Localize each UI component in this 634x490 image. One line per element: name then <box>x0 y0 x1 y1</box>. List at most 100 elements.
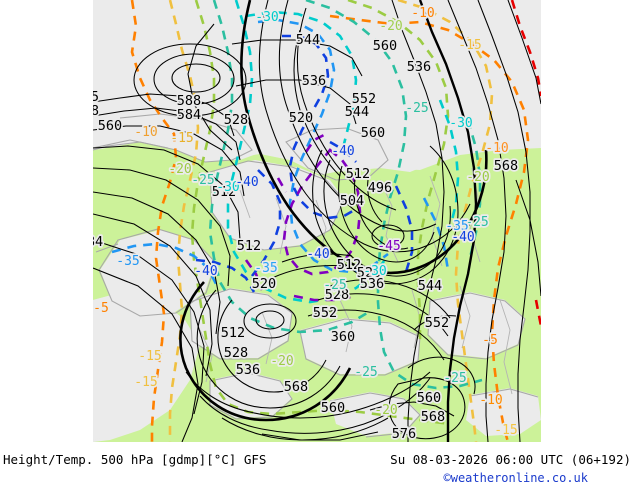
svg-text:360: 360 <box>331 329 355 345</box>
svg-text:-40: -40 <box>331 144 354 159</box>
svg-text:560: 560 <box>361 125 385 141</box>
svg-text:-20: -20 <box>374 403 397 418</box>
svg-text:528: 528 <box>325 287 349 303</box>
svg-text:-25: -25 <box>191 173 214 188</box>
svg-text:520: 520 <box>289 110 313 126</box>
svg-text:-25: -25 <box>465 215 488 230</box>
svg-text:512: 512 <box>337 257 361 273</box>
isotherm-label: -25-25 <box>353 363 380 381</box>
svg-text:536: 536 <box>302 73 326 89</box>
svg-text:-30: -30 <box>449 116 472 131</box>
map-viewport[interactable]: 588 588 584 584 560 560 5 5 8 8 84 84 544 544 560 560 53… <box>0 0 634 445</box>
isotherm-label: -30-30 <box>254 8 281 26</box>
svg-text:5: 5 <box>91 89 99 105</box>
svg-text:-40: -40 <box>451 230 474 245</box>
svg-text:-35: -35 <box>254 261 277 276</box>
svg-text:-20: -20 <box>374 403 397 418</box>
svg-text:-5: -5 <box>93 301 109 316</box>
svg-text:560: 560 <box>98 118 122 134</box>
footer-credit-link[interactable]: ©weatheronline.co.uk <box>443 471 589 485</box>
isotherm-minus35 <box>111 18 450 285</box>
isotherm-label: -15-15 <box>133 373 160 391</box>
isotherm-label: -20-20 <box>269 352 296 370</box>
svg-text:8: 8 <box>91 103 99 119</box>
svg-text:552: 552 <box>425 315 449 331</box>
svg-text:-20: -20 <box>466 170 489 185</box>
svg-text:-15: -15 <box>134 375 157 390</box>
svg-text:8: 8 <box>91 103 99 119</box>
svg-text:84: 84 <box>87 234 103 250</box>
contour-ring-high-inner <box>171 63 221 93</box>
height-contour-label: 55 <box>91 87 101 106</box>
svg-text:544: 544 <box>345 104 369 120</box>
isotherm-label: -20-20 <box>465 168 492 186</box>
svg-text:552: 552 <box>425 315 449 331</box>
svg-text:560: 560 <box>417 390 441 406</box>
isotherm-label: -5-5 <box>480 331 499 349</box>
isotherm-label: -40-40 <box>193 262 220 280</box>
isotherm-label: -15-15 <box>169 129 196 147</box>
svg-text:512: 512 <box>221 325 245 341</box>
svg-text:-45: -45 <box>377 239 400 254</box>
isotherm-minus5 <box>510 0 541 327</box>
svg-text:552: 552 <box>313 305 337 321</box>
svg-text:512: 512 <box>346 166 370 182</box>
svg-text:512: 512 <box>237 238 261 254</box>
svg-text:-40: -40 <box>451 230 474 245</box>
svg-text:-15: -15 <box>138 349 161 364</box>
svg-text:552: 552 <box>352 91 376 107</box>
svg-text:536: 536 <box>407 59 431 75</box>
svg-text:552: 552 <box>352 91 376 107</box>
svg-text:528: 528 <box>224 112 248 128</box>
isotherm-label: -25-25 <box>442 369 469 387</box>
svg-text:-25: -25 <box>405 101 428 116</box>
svg-text:560: 560 <box>373 38 397 54</box>
svg-text:-40: -40 <box>306 247 329 262</box>
svg-text:-25: -25 <box>443 371 466 386</box>
svg-text:-30: -30 <box>449 116 472 131</box>
svg-text:528: 528 <box>224 345 248 361</box>
svg-text:-5: -5 <box>482 333 498 348</box>
isotherm-label: -15-15 <box>137 347 164 365</box>
svg-text:-5: -5 <box>482 333 498 348</box>
svg-text:536: 536 <box>407 59 431 75</box>
svg-text:360: 360 <box>331 329 355 345</box>
svg-text:584: 584 <box>177 107 201 123</box>
svg-text:-25: -25 <box>465 215 488 230</box>
svg-text:-25: -25 <box>354 365 377 380</box>
svg-text:528: 528 <box>325 287 349 303</box>
svg-text:544: 544 <box>418 278 442 294</box>
svg-text:544: 544 <box>296 32 320 48</box>
svg-text:512: 512 <box>212 184 236 200</box>
svg-text:528: 528 <box>224 345 248 361</box>
svg-text:568: 568 <box>494 158 518 174</box>
isotherm-label: -30-30 <box>448 114 475 132</box>
svg-text:-30: -30 <box>216 180 239 195</box>
svg-text:504: 504 <box>340 193 364 209</box>
svg-text:-20: -20 <box>168 162 191 177</box>
svg-text:-40: -40 <box>331 144 354 159</box>
isotherm-label: -30-30 <box>362 262 389 280</box>
svg-text:560: 560 <box>321 400 345 416</box>
isotherm-minus40 <box>195 34 414 293</box>
isotherm-label: -20-20 <box>378 17 405 35</box>
svg-text:-40: -40 <box>306 247 329 262</box>
